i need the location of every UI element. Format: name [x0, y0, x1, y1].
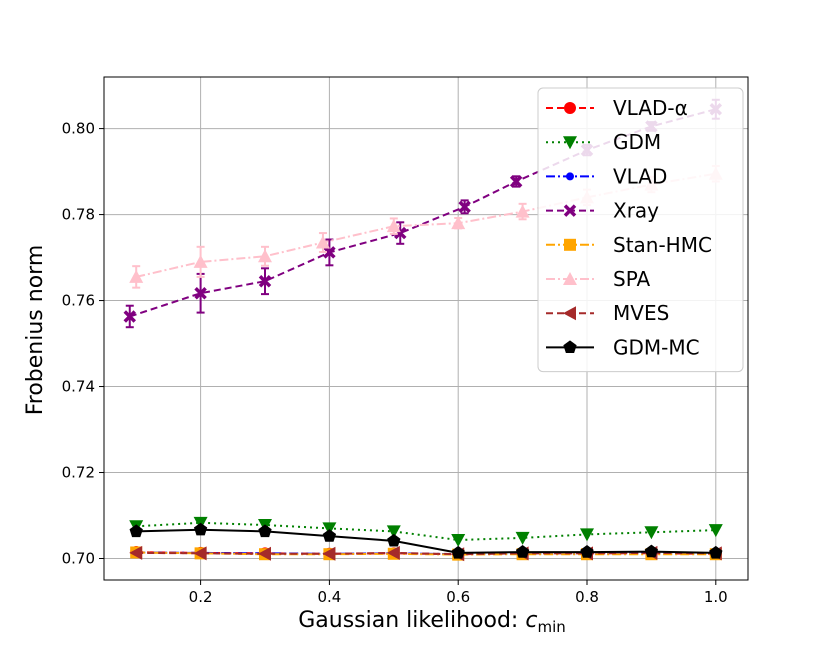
legend-marker	[566, 172, 574, 181]
x-axis-label-symbol: c	[525, 608, 537, 633]
data-point	[451, 216, 466, 230]
data-point	[193, 546, 207, 561]
x-tick-label: 1.0	[704, 588, 728, 606]
data-point	[322, 522, 337, 536]
legend-item: VLAD	[546, 164, 667, 188]
legend-marker	[563, 272, 577, 285]
data-point	[129, 545, 143, 560]
y-axis-label: Frobenius norm	[23, 245, 48, 416]
data-point	[386, 525, 401, 539]
legend-marker	[564, 102, 576, 114]
x-tick-label: 0.2	[189, 588, 213, 606]
series-line	[136, 551, 716, 556]
legend-marker	[563, 136, 577, 150]
x-axis-label-text: Gaussian likelihood:	[298, 608, 525, 633]
legend-box	[537, 87, 744, 373]
data-point	[509, 175, 523, 188]
data-point	[515, 545, 530, 558]
data-point	[515, 531, 530, 545]
legend-item: GDM	[546, 130, 661, 154]
y-tick-label: 0.80	[62, 120, 95, 138]
legend-marker	[563, 204, 577, 217]
legend-label: VLAD-α	[613, 96, 688, 120]
y-tick-label: 0.78	[62, 206, 95, 224]
data-point	[708, 524, 723, 538]
series-gdm	[129, 516, 723, 548]
x-axis-label: Gaussian likelihood: cmin	[298, 608, 566, 636]
legend-label: SPA	[613, 267, 650, 291]
legend-label: GDM	[613, 130, 661, 154]
legend-marker	[563, 306, 576, 321]
legend-label: GDM-MC	[613, 335, 700, 359]
data-point	[322, 529, 337, 542]
data-point	[323, 246, 336, 259]
legend-marker	[564, 238, 576, 251]
data-point	[386, 545, 400, 560]
x-tick-label: 0.4	[317, 588, 341, 606]
y-tick-label: 0.76	[62, 292, 95, 310]
series-line	[135, 172, 716, 278]
data-point	[258, 546, 271, 561]
x-tick-label: 0.8	[575, 588, 599, 606]
x-tick-label: 0.6	[446, 588, 470, 606]
legend-label: MVES	[613, 301, 669, 325]
data-point	[194, 287, 207, 300]
legend-label: VLAD	[613, 164, 667, 188]
series-line	[136, 521, 716, 542]
data-point	[515, 204, 530, 218]
axis-ticks: 0.2 0.4 0.6 0.8 1.0 0.70 0.72 0.74 0.76 0.78 0.80	[62, 120, 728, 606]
legend-marker	[563, 340, 577, 354]
data-point	[386, 219, 401, 233]
legend-item: VLAD-α	[546, 96, 688, 120]
legend-label: Stan-HMC	[613, 233, 712, 257]
data-point	[123, 310, 136, 323]
data-point	[258, 274, 272, 288]
data-point	[458, 200, 471, 214]
data-point	[580, 545, 594, 558]
legend-label: Xray	[613, 199, 659, 223]
plot-frame	[103, 76, 749, 581]
y-tick-label: 0.72	[62, 464, 95, 482]
x-axis-label-subscript: min	[537, 618, 565, 636]
data-point	[451, 545, 465, 559]
data-point	[258, 249, 272, 263]
data-point	[709, 545, 723, 559]
y-tick-label: 0.70	[62, 550, 95, 568]
data-point	[315, 235, 330, 249]
data-point	[322, 546, 336, 561]
data-point	[193, 522, 208, 536]
data-point	[258, 524, 272, 538]
legend-item: GDM-MC	[546, 335, 700, 359]
data-point	[129, 269, 144, 283]
data-point	[580, 528, 594, 542]
legend-item: Stan-HMC	[546, 233, 712, 257]
data-point	[644, 544, 659, 558]
series-gdm-mc	[129, 522, 723, 559]
data-point	[129, 524, 143, 538]
legend-item: SPA	[546, 267, 650, 291]
data-point	[193, 254, 208, 268]
series-line	[136, 528, 716, 554]
legend-item: MVES	[546, 301, 669, 325]
y-tick-label: 0.74	[62, 378, 95, 396]
legend: VLAD-α GDM VLAD Xray Stan-HMC SPA MVES GDM-MC	[537, 87, 744, 373]
data-point	[387, 533, 401, 547]
series-layer	[123, 98, 723, 562]
data-point	[451, 534, 466, 548]
data-point	[644, 526, 659, 540]
legend-item: Xray	[546, 199, 659, 223]
